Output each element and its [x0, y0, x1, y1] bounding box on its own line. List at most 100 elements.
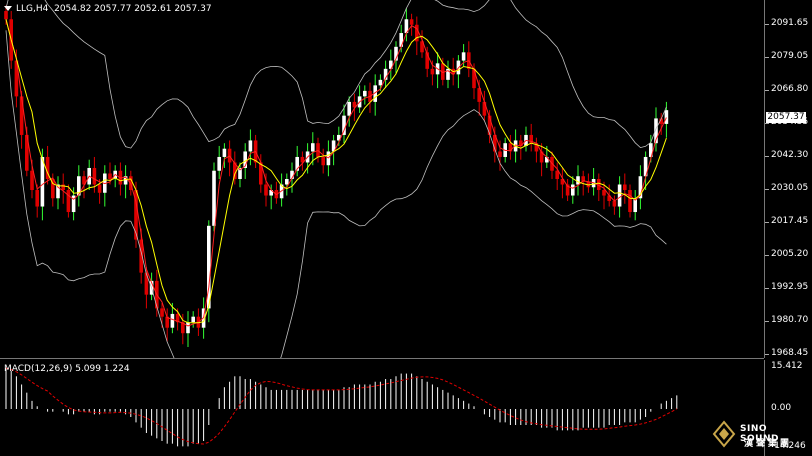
candle-body: [108, 173, 112, 179]
candle-body: [399, 33, 403, 47]
candle-body: [519, 140, 523, 146]
candle-body: [35, 190, 39, 207]
candle-body: [565, 184, 570, 196]
candle-body: [4, 11, 8, 20]
price-tick-label: 2005.20: [771, 249, 809, 259]
ohlc-values: 2054.82 2057.77 2052.61 2057.37: [54, 4, 212, 14]
macd-pane[interactable]: [0, 360, 764, 456]
candle-body: [25, 134, 29, 171]
macd-tick-label: 0.00: [771, 403, 792, 413]
candle-body: [123, 176, 128, 185]
logo-sub: 漢聲集團: [744, 439, 793, 449]
candle-body: [508, 143, 513, 152]
price-tick-label: 2030.05: [771, 183, 809, 193]
candle-body: [430, 68, 435, 75]
candle-body: [545, 156, 549, 163]
price-tick-label: 2042.30: [771, 150, 809, 160]
candle-body: [654, 118, 658, 144]
candle-body: [207, 225, 211, 309]
candle-body: [175, 313, 180, 323]
logo-diamond-icon: [712, 420, 736, 448]
candle-body: [607, 195, 611, 202]
candle-body: [446, 68, 450, 80]
candle-body: [597, 178, 601, 191]
candle-body: [295, 156, 299, 171]
current-price-tag: 2057.37: [766, 112, 806, 123]
price-chart[interactable]: [0, 0, 764, 358]
sino-sound-logo: SINO SOUND 漢聲集團: [712, 420, 808, 452]
candle-body: [394, 46, 398, 61]
candle-body: [233, 162, 237, 179]
candle-body: [571, 184, 575, 196]
price-axis[interactable]: 2091.652079.052066.802054.552042.302030.…: [764, 0, 812, 358]
candle-body: [623, 184, 627, 191]
candle-body: [285, 178, 289, 185]
candle-body: [61, 184, 65, 191]
candle-body: [269, 190, 273, 196]
candle-body: [602, 190, 606, 196]
tick-mark: [765, 90, 769, 91]
candle-body: [259, 162, 263, 185]
candle-body: [66, 190, 71, 213]
candle-body: [425, 52, 429, 69]
candle-body: [534, 143, 539, 152]
candle-body: [493, 134, 497, 152]
candle-body: [633, 198, 637, 213]
logo-brand: SINO SOUND: [740, 424, 779, 444]
candle-body: [337, 134, 341, 141]
price-tick-label: 1968.45: [771, 348, 809, 358]
candle-body: [97, 184, 102, 193]
candle-body: [581, 176, 585, 182]
macd-tick-label: 15.412: [771, 361, 803, 371]
macd-chart[interactable]: [0, 360, 764, 456]
macd-tick-label: -14.246: [771, 441, 806, 451]
candle-body: [77, 176, 81, 196]
candle-body: [482, 101, 487, 116]
chevron-down-icon[interactable]: [4, 6, 12, 11]
candle-body: [404, 19, 409, 34]
price-tick-label: 1992.95: [771, 282, 809, 292]
candle-body: [363, 90, 367, 97]
tick-mark: [765, 123, 769, 124]
candle-body: [617, 184, 622, 207]
tick-mark: [765, 288, 769, 289]
candle-body: [40, 156, 45, 207]
candle-body: [347, 101, 351, 116]
candle-body: [170, 313, 175, 328]
price-tick-label: 1980.70: [771, 315, 809, 325]
candle-body: [331, 140, 336, 152]
macd-label: MACD(12,26,9) 5.099 1.224: [4, 364, 130, 374]
candle-body: [477, 88, 481, 102]
tick-mark: [765, 57, 769, 58]
candle-body: [378, 79, 383, 86]
candle-body: [472, 68, 476, 89]
candle-body: [420, 41, 424, 53]
candle-body: [311, 143, 315, 152]
candle-body: [165, 316, 169, 328]
ma-slow-line: [5, 19, 667, 324]
tick-mark: [765, 189, 769, 190]
candle-body: [264, 184, 268, 196]
price-chart-pane[interactable]: [0, 0, 764, 359]
candle-body: [181, 322, 185, 334]
candle-body: [498, 151, 502, 157]
candle-body: [576, 176, 580, 185]
candle-body: [56, 184, 60, 199]
candle-body: [649, 143, 653, 157]
tick-mark: [765, 255, 769, 256]
candle-body: [560, 178, 565, 185]
candle-body: [30, 170, 34, 191]
macd-axis[interactable]: 15.412 0.00 -14.246: [764, 360, 812, 456]
price-tick-label: 2066.80: [771, 84, 809, 94]
candle-body: [300, 156, 305, 163]
candle-body: [248, 140, 253, 152]
candle-body: [409, 19, 414, 25]
candle-body: [71, 195, 76, 213]
candle-body: [352, 101, 357, 108]
tick-mark: [765, 24, 769, 25]
candle-body: [383, 68, 388, 80]
candle-body: [461, 52, 466, 61]
candle-body: [487, 115, 492, 135]
candle-body: [222, 148, 227, 157]
candle-body: [415, 24, 419, 42]
